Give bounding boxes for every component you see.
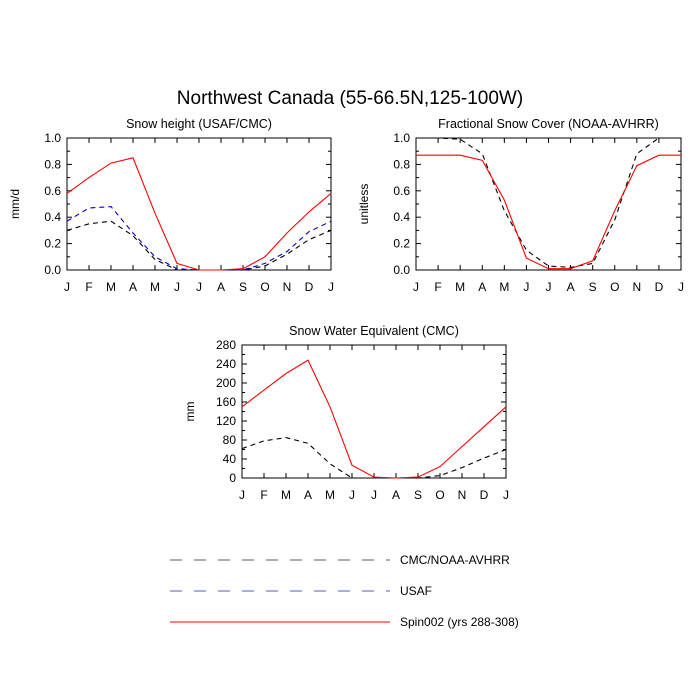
y-tick-label: 40 (223, 452, 237, 466)
y-tick-label: 0.4 (44, 210, 61, 224)
x-tick-label: N (632, 280, 641, 294)
x-tick-label: N (283, 280, 292, 294)
legend-item: Spin002 (yrs 288-308) (170, 615, 519, 629)
y-tick-label: 0 (229, 471, 236, 485)
panel-1: Snow height (USAF/CMC) 0.0 0.2 0.4 0.6 0.8 1.0… (8, 117, 334, 294)
legend-label: CMC/NOAA-AVHRR (400, 553, 510, 567)
x-tick-label: M (281, 488, 291, 502)
x-tick-label: F (434, 280, 441, 294)
x-tick-label: S (414, 488, 422, 502)
x-tick-label: M (499, 280, 509, 294)
x-tick-label: F (85, 280, 92, 294)
x-tick-label: A (304, 488, 312, 502)
x-tick-label: J (413, 280, 419, 294)
series-line-cmc-noaa-avhrr (241, 437, 507, 479)
x-tick-label: D (480, 488, 489, 502)
legend-label: USAF (400, 584, 432, 598)
x-tick-label: J (174, 280, 180, 294)
y-tick-label: 0.4 (393, 210, 410, 224)
x-tick-label: S (589, 280, 597, 294)
y-tick-label: 0.8 (393, 157, 410, 171)
main-title: Northwest Canada (55-66.5N,125-100W) (177, 88, 523, 109)
y-tick-label: 0.0 (393, 263, 410, 277)
y-tick-label: 0.0 (44, 263, 61, 277)
x-tick-label: A (392, 488, 400, 502)
legend-item: USAF (170, 584, 432, 598)
y-tick-label: 200 (216, 376, 236, 390)
panel-title: Snow height (USAF/CMC) (126, 117, 272, 131)
x-tick-label: A (217, 280, 225, 294)
x-tick-label: J (678, 280, 684, 294)
y-tick-label: 80 (223, 433, 237, 447)
series-line-cmc-noaa-avhrr (66, 220, 332, 271)
x-tick-label: J (349, 488, 355, 502)
y-tick-label: 280 (216, 338, 236, 352)
panel-title: Snow Water Equivalent (CMC) (289, 324, 459, 338)
x-tick-label: A (567, 280, 575, 294)
x-tick-label: N (458, 488, 467, 502)
legend-item: CMC/NOAA-AVHRR (170, 553, 510, 567)
x-tick-label: J (371, 488, 377, 502)
x-tick-label: M (325, 488, 335, 502)
x-tick-label: J (546, 280, 552, 294)
panels: Snow height (USAF/CMC) 0.0 0.2 0.4 0.6 0.8 1.0… (8, 117, 684, 502)
legend-label: Spin002 (yrs 288-308) (400, 615, 519, 629)
y-tick-label: 0.6 (393, 184, 410, 198)
legend: CMC/NOAA-AVHRR USAF Spin002 (yrs 288-308) (170, 553, 519, 629)
y-axis-label: mm (183, 402, 197, 422)
x-tick-label: O (435, 488, 444, 502)
panel-3: Snow Water Equivalent (CMC) 0 40 80 120 160 20… (183, 324, 509, 502)
y-axis-label: mm/d (8, 189, 22, 219)
panel-title: Fractional Snow Cover (NOAA-AVHRR) (438, 117, 659, 131)
x-tick-label: M (455, 280, 465, 294)
x-tick-label: M (150, 280, 160, 294)
y-tick-label: 1.0 (393, 131, 410, 145)
x-tick-label: F (260, 488, 267, 502)
x-tick-label: A (478, 280, 486, 294)
y-tick-label: 160 (216, 395, 236, 409)
y-tick-label: 0.2 (393, 237, 410, 251)
x-tick-label: J (196, 280, 202, 294)
y-tick-label: 0.8 (44, 157, 61, 171)
y-tick-label: 0.6 (44, 184, 61, 198)
series-line-spin002-yrs-288-308 (241, 359, 507, 479)
x-tick-label: J (239, 488, 245, 502)
series-line-spin002-yrs-288-308 (416, 154, 681, 270)
x-tick-label: O (610, 280, 619, 294)
x-tick-label: A (129, 280, 137, 294)
x-tick-label: J (328, 280, 334, 294)
y-tick-label: 0.2 (44, 237, 61, 251)
x-tick-label: S (239, 280, 247, 294)
x-tick-label: M (106, 280, 116, 294)
y-tick-label: 240 (216, 357, 236, 371)
x-tick-label: D (305, 280, 314, 294)
x-tick-label: O (260, 280, 269, 294)
x-tick-label: D (655, 280, 664, 294)
series-line-usaf (66, 206, 332, 271)
x-tick-label: J (64, 280, 70, 294)
y-tick-label: 120 (216, 414, 236, 428)
panel-2: Fractional Snow Cover (NOAA-AVHRR) 0.0 0.2… (357, 117, 684, 294)
y-axis-label: unitless (357, 184, 371, 225)
y-tick-label: 1.0 (44, 131, 61, 145)
series-line-spin002-yrs-288-308 (66, 157, 332, 271)
x-tick-label: J (503, 488, 509, 502)
x-tick-label: J (523, 280, 529, 294)
